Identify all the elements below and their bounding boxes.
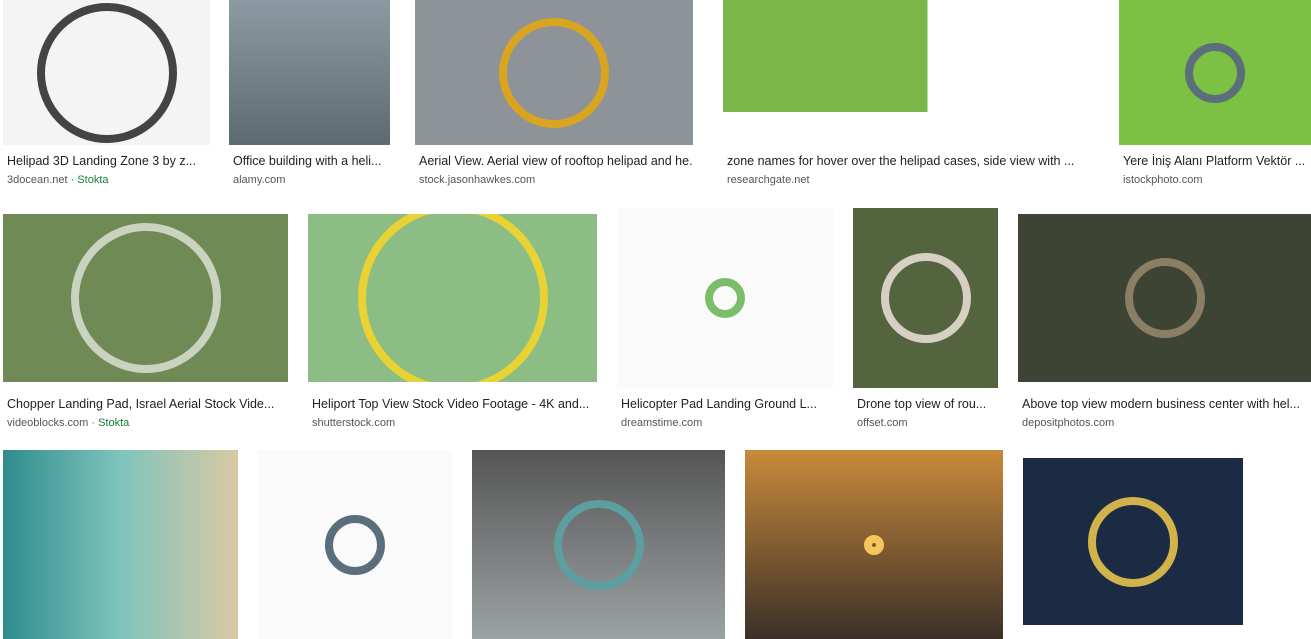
result-source: alamy.com [233, 174, 285, 186]
result-source: offset.com [857, 417, 908, 429]
result-source: stock.jasonhawkes.com [419, 174, 535, 186]
result-thumbnail[interactable] [853, 208, 998, 388]
result-thumbnail[interactable] [1018, 214, 1311, 382]
result-title[interactable]: Yere İniş Alanı Platform Vektör ... [1123, 154, 1306, 168]
result-thumbnail[interactable] [723, 0, 1095, 112]
source-domain: shutterstock.com [312, 417, 396, 429]
result-source: researchgate.net [727, 174, 810, 186]
stock-badge: Stokta [77, 174, 109, 186]
result-thumbnail[interactable] [1023, 458, 1243, 625]
result-thumbnail[interactable] [3, 214, 288, 382]
result-thumbnail[interactable] [258, 450, 452, 639]
source-domain: istockphoto.com [1123, 174, 1203, 186]
result-source: shutterstock.com [312, 417, 395, 429]
thumbnail-shape [553, 499, 644, 590]
source-domain: dreamstime.com [621, 417, 703, 429]
thumbnail-shape [1185, 42, 1245, 103]
result-title[interactable]: zone names for hover over the helipad ca… [727, 154, 1075, 168]
thumbnail-shape [325, 514, 385, 575]
thumbnail-shape [357, 214, 548, 382]
result-source: dreamstime.com [621, 417, 702, 429]
result-source: istockphoto.com [1123, 174, 1202, 186]
result-title[interactable]: Office building with a heli... [233, 154, 382, 168]
thumbnail-shape [36, 2, 177, 143]
result-thumbnail[interactable] [1119, 0, 1311, 145]
result-source: depositphotos.com [1022, 417, 1114, 429]
thumbnail-shape [880, 253, 971, 343]
result-thumbnail[interactable] [308, 214, 597, 382]
thumbnail-shape [499, 17, 609, 128]
source-domain: offset.com [857, 417, 908, 429]
result-source: videoblocks.com · Stokta [7, 417, 130, 429]
result-thumbnail[interactable] [3, 0, 210, 145]
source-domain: stock.jasonhawkes.com [419, 174, 536, 186]
source-domain: videoblocks.com [7, 417, 89, 429]
source-domain: depositphotos.com [1022, 417, 1115, 429]
thumbnail-shape [1088, 496, 1178, 587]
source-domain: alamy.com [233, 174, 286, 186]
stock-badge: Stokta [98, 417, 130, 429]
result-thumbnail[interactable] [3, 450, 238, 639]
result-title[interactable]: Drone top view of rou... [857, 397, 987, 411]
result-title[interactable]: Helicopter Pad Landing Ground L... [621, 397, 817, 411]
result-title[interactable]: Aerial View. Aerial view of rooftop heli… [419, 154, 693, 168]
result-title[interactable]: Helipad 3D Landing Zone 3 by z... [7, 154, 197, 168]
thumbnail-shape [864, 534, 884, 555]
result-thumbnail[interactable] [415, 0, 693, 145]
thumbnail-shape [705, 278, 745, 318]
result-source: 3docean.net · Stokta [7, 174, 109, 186]
result-thumbnail[interactable] [472, 450, 725, 639]
source-domain: 3docean.net [7, 174, 68, 186]
result-title[interactable]: Heliport Top View Stock Video Footage - … [312, 397, 590, 411]
result-title[interactable]: Chopper Landing Pad, Israel Aerial Stock… [7, 397, 275, 411]
thumbnail-shape [1124, 258, 1205, 338]
source-domain: researchgate.net [727, 174, 810, 186]
result-thumbnail[interactable] [229, 0, 390, 145]
result-thumbnail[interactable] [617, 208, 833, 388]
result-title[interactable]: Above top view modern business center wi… [1022, 397, 1300, 411]
result-thumbnail[interactable] [745, 450, 1003, 639]
thumbnail-shape [70, 223, 221, 373]
